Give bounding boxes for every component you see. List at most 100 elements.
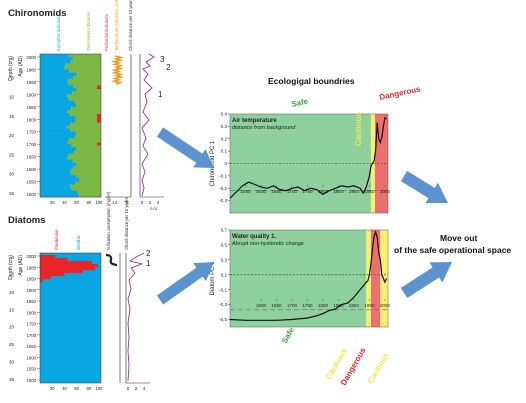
- x-tick-label: 1750: [302, 189, 313, 194]
- stack-frame: [39, 53, 102, 198]
- stack-coldwater-band: [71, 172, 101, 176]
- depth-tick-label: 20: [9, 133, 15, 138]
- column-header-label: Benthic: [76, 234, 81, 250]
- zone-label-dangerous: Dangerous: [379, 84, 422, 102]
- arrow-chironomids: [156, 127, 214, 168]
- stack-eutrophic-band: [40, 134, 76, 139]
- age-tick-label: 1650: [26, 344, 36, 349]
- stack-coldwater-band: [73, 57, 101, 61]
- stack-coldwater-band: [72, 91, 101, 95]
- stack-eutrophic-band: [40, 85, 74, 89]
- chart-subtitle: Abrupt non-hysteretic change: [231, 241, 304, 247]
- stack-tick-label: 80: [86, 386, 91, 391]
- stack-profundal-band: [97, 85, 101, 90]
- column-header-label: N-fixation consumption (mg/m²): [106, 191, 111, 250]
- stack-eutrophic-band: [40, 144, 72, 148]
- chart-title: Air temperature: [232, 118, 277, 124]
- stack-tick-label: 60: [74, 386, 79, 391]
- age-tick-label: 1700: [26, 142, 36, 147]
- stack-coldwater-band: [71, 144, 101, 148]
- depth-tick-label: 35: [9, 377, 15, 382]
- stack-eutrophic-band: [40, 116, 76, 120]
- stack-coldwater-band: [76, 103, 101, 108]
- y-tick-label: 0.4: [221, 112, 228, 117]
- stack-coldwater-band: [73, 165, 101, 170]
- stack-coldwater-band: [76, 175, 101, 179]
- stack-eutrophic-band: [40, 106, 72, 111]
- x-tick-label: 1700: [287, 189, 298, 194]
- stack-coldwater-band: [69, 137, 101, 142]
- column-header-label: Cold-water indicators: [86, 12, 91, 51]
- stack-eutrophic-band: [40, 141, 68, 145]
- y-tick-label: -0.2: [219, 186, 227, 191]
- stack-eutrophic-band: [40, 172, 72, 176]
- depth-axis-label: Depth (cm): [8, 56, 14, 81]
- stack-coldwater-band: [71, 106, 101, 111]
- depth-tick-label: 5: [11, 75, 14, 80]
- stack-eutrophic-band: [40, 153, 69, 157]
- stack-tick-label: 100: [96, 386, 104, 391]
- age-tick-label: 1600: [26, 355, 36, 360]
- age-tick-label: 1800: [26, 117, 36, 122]
- chironomids-title: Chironomids: [8, 8, 67, 19]
- x-tick-label: 1550: [240, 189, 251, 194]
- arrow-diatoms-shape: [156, 261, 215, 305]
- stack-planktonic-band: [40, 258, 68, 262]
- y-axis-label: Chironomid PC 1: [210, 140, 216, 186]
- stack-profundal-band: [97, 114, 101, 123]
- stack-eutrophic-band: [40, 178, 80, 182]
- peak-number-label: 1: [146, 259, 151, 268]
- stack-eutrophic-band: [40, 184, 71, 188]
- stack-coldwater-band: [65, 63, 101, 67]
- age-tick-label: 1700: [26, 333, 36, 338]
- stack-eutrophic-band: [40, 109, 67, 114]
- stack-eutrophic-band: [40, 69, 70, 73]
- stack-eutrophic-band: [40, 187, 72, 192]
- y-tick-label: 0,3: [221, 257, 228, 262]
- stack-eutrophic-band: [40, 60, 72, 64]
- stack-eutrophic-band: [40, 103, 77, 108]
- stack-coldwater-band: [69, 113, 101, 117]
- age-tick-label: 1750: [26, 322, 36, 327]
- stack-eutrophic-band: [40, 57, 74, 61]
- stack-eutrophic-band: [40, 181, 76, 185]
- depth-tick-label: 30: [9, 360, 15, 365]
- age-tick-label: 1800: [26, 310, 36, 315]
- age-tick-label: 1500: [26, 192, 36, 197]
- chart-title: Water quality 1.: [232, 234, 276, 240]
- stack-coldwater-band: [75, 119, 101, 123]
- y-tick-label: 0,5: [221, 243, 228, 248]
- stack-planktonic-band: [40, 273, 65, 277]
- depth-tick-label: 5: [11, 272, 14, 277]
- stack-coldwater-band: [70, 128, 101, 133]
- zone-dangerous: [370, 230, 381, 327]
- stack-coldwater-band: [71, 60, 101, 64]
- x-tick-label: 1900: [349, 303, 360, 308]
- right-title-line1: Move out: [440, 233, 478, 243]
- age-tick-label: 1900: [26, 288, 36, 293]
- chord-tick-label: 2: [149, 200, 152, 205]
- arrow-chironomids-shape: [156, 127, 214, 168]
- chord-tick-label: 2: [135, 386, 138, 391]
- x-tick-label: 1850: [333, 303, 344, 308]
- stack-eutrophic-band: [40, 175, 77, 179]
- y-tick-label: -0,1: [219, 287, 227, 292]
- stack-tick-label: 80: [86, 200, 91, 205]
- stack-tick-label: 20: [50, 200, 55, 205]
- zone-label-safe: Safe: [291, 97, 310, 109]
- stack-coldwater-band: [74, 150, 101, 154]
- x-tick-label: 1950: [364, 189, 375, 194]
- age-tick-label: 1980: [26, 67, 36, 72]
- y-axis-label: Diatom PC 1: [210, 261, 216, 296]
- arrow-lower-right-shape: [400, 261, 453, 299]
- stack-coldwater-band: [68, 97, 101, 101]
- zone-label-cautious: Cautious: [366, 350, 391, 385]
- stack-planktonic-band: [40, 264, 98, 268]
- peak-number-label: 2: [166, 63, 171, 72]
- stack-eutrophic-band: [40, 75, 74, 80]
- stack-eutrophic-band: [40, 128, 71, 133]
- stack-coldwater-band: [74, 100, 101, 105]
- age-axis-label: Age (AD): [18, 255, 24, 276]
- y-tick-label: -0,5: [219, 317, 227, 322]
- chord-tick-label: 0: [141, 200, 144, 205]
